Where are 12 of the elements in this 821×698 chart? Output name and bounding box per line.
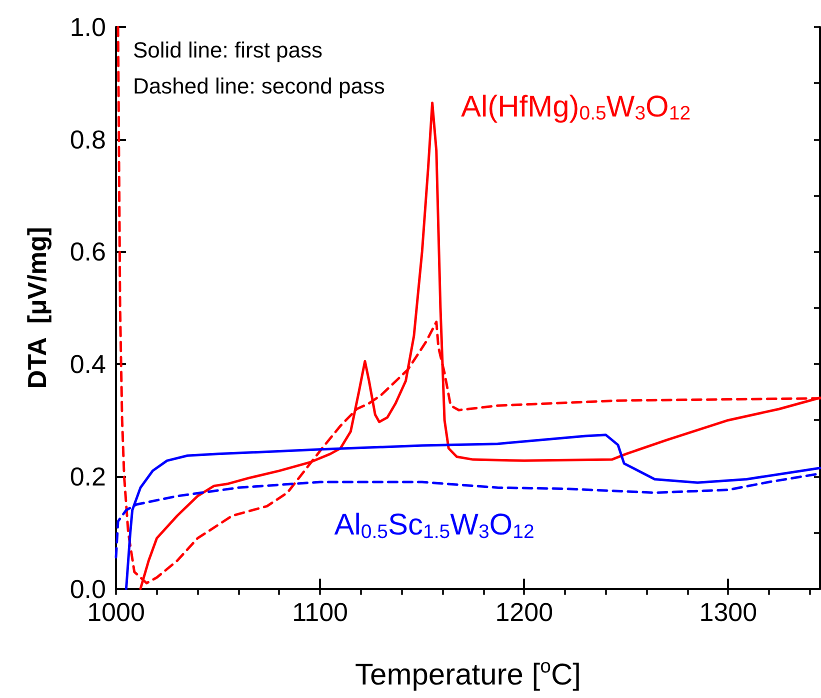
y-tick-label: 0.6	[70, 236, 106, 267]
y-axis-title: DTA [μV/mg]	[22, 226, 52, 389]
y-tick-label: 0.0	[70, 574, 106, 604]
x-tick-label: 1100	[292, 596, 348, 627]
annotation: Dashed line: second pass	[133, 74, 385, 98]
x-tick-label: 1300	[699, 596, 758, 627]
x-tick-label: 1200	[495, 596, 554, 627]
y-tick-label: 0.8	[70, 124, 106, 154]
y-tick-label: 1.0	[70, 12, 106, 42]
y-tick-label: 0.4	[70, 349, 106, 380]
annotation: Solid line: first pass	[133, 38, 323, 62]
y-tick-label: 0.2	[70, 461, 106, 492]
